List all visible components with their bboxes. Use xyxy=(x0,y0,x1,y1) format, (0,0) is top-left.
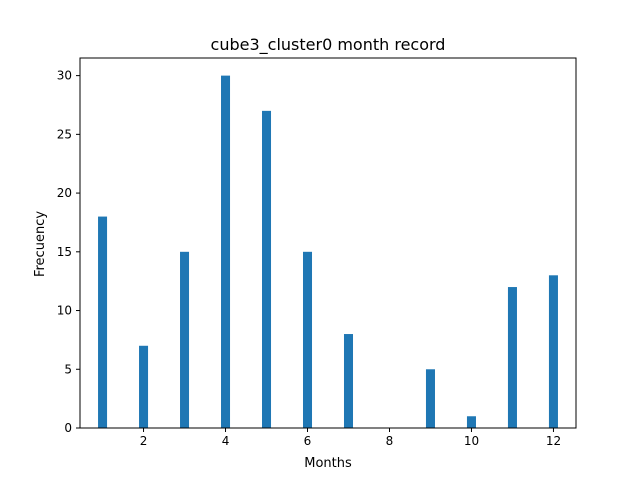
bar-month-5 xyxy=(262,110,272,428)
y-tick-label: 0 xyxy=(64,421,72,435)
x-tick-label: 12 xyxy=(546,434,561,448)
bar-month-10 xyxy=(466,416,476,428)
x-tick-label: 2 xyxy=(140,434,148,448)
x-axis-label: Months xyxy=(304,456,352,471)
y-tick-label: 15 xyxy=(57,245,72,259)
chart-title: cube3_cluster0 month record xyxy=(211,35,446,55)
bar-month-4 xyxy=(221,75,231,428)
y-tick-label: 5 xyxy=(64,362,72,376)
bars-group xyxy=(98,75,558,428)
bar-month-2 xyxy=(139,345,149,428)
bar-month-3 xyxy=(180,251,190,428)
y-tick-label: 25 xyxy=(57,127,72,141)
bar-month-11 xyxy=(507,287,517,428)
plot-frame xyxy=(79,57,577,429)
bar-month-9 xyxy=(425,369,435,428)
y-axis-label: Frecuency xyxy=(33,211,48,277)
bar-month-6 xyxy=(302,251,313,428)
bar-month-7 xyxy=(343,334,354,428)
bar-month-12 xyxy=(548,275,558,428)
x-axis-ticks: 2 4 6 8 10 12 xyxy=(140,428,561,448)
bar-month-1 xyxy=(98,216,108,428)
y-tick-label: 20 xyxy=(57,186,72,200)
x-tick-label: 6 xyxy=(304,434,312,448)
y-tick-label: 30 xyxy=(57,69,72,83)
y-tick-label: 10 xyxy=(57,304,72,318)
x-tick-label: 4 xyxy=(222,434,230,448)
x-tick-label: 8 xyxy=(386,434,394,448)
y-axis-ticks: 0 5 10 15 20 25 30 xyxy=(57,69,80,435)
x-tick-label: 10 xyxy=(464,434,479,448)
